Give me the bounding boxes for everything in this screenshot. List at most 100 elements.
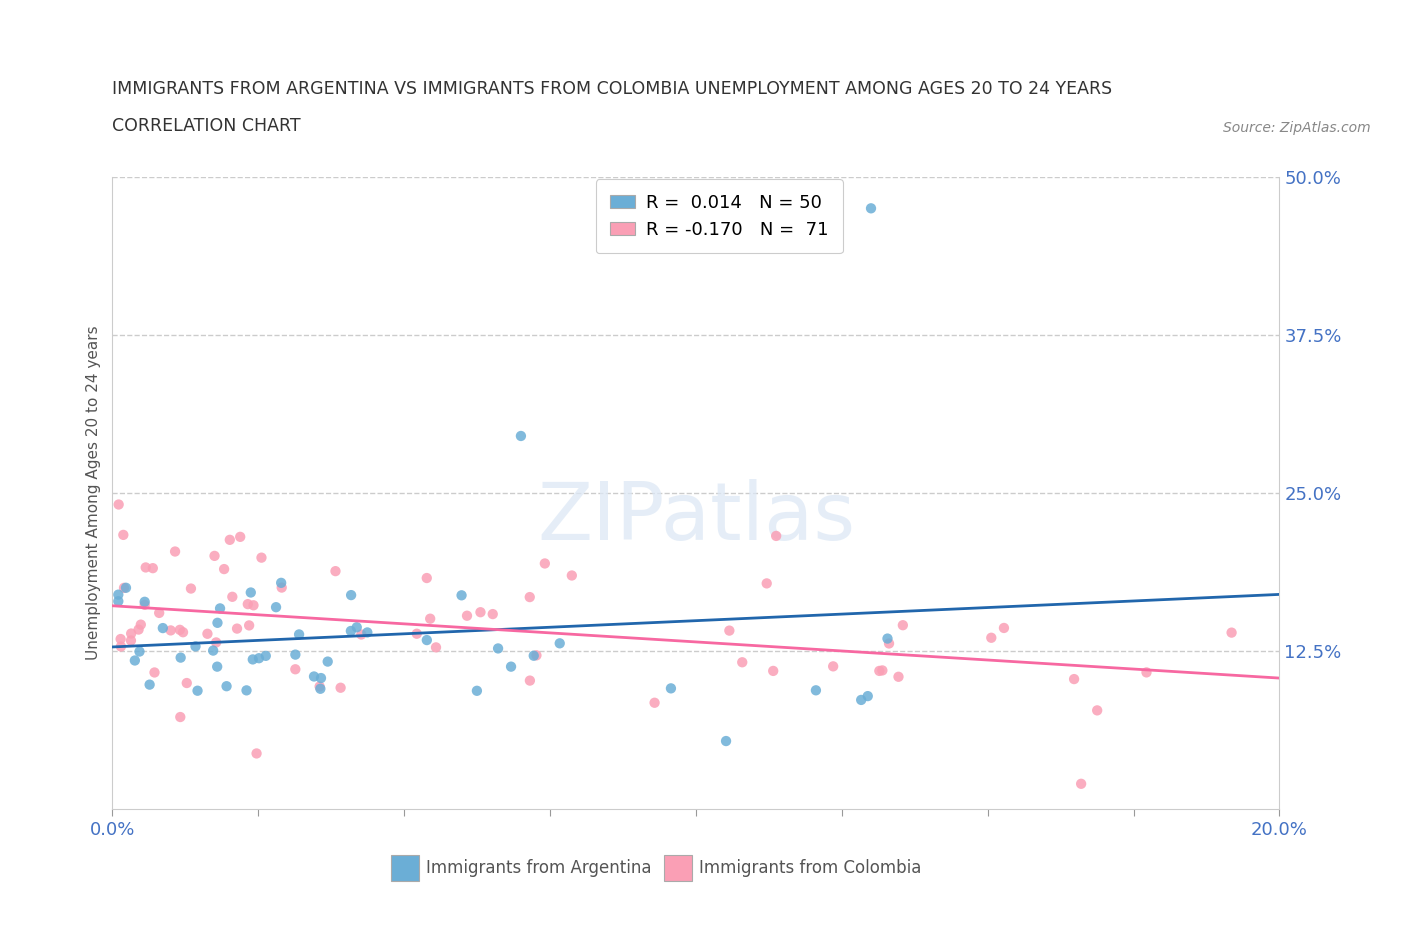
Point bbox=[172, 625, 194, 640]
Point bbox=[250, 551, 273, 565]
Point bbox=[180, 581, 202, 596]
Point bbox=[731, 655, 754, 670]
Point bbox=[302, 669, 325, 684]
Point bbox=[169, 710, 191, 724]
Point bbox=[499, 659, 522, 674]
Point bbox=[270, 580, 292, 595]
Point bbox=[205, 635, 228, 650]
Point bbox=[204, 549, 226, 564]
Point bbox=[247, 651, 270, 666]
Point bbox=[284, 662, 307, 677]
Text: IMMIGRANTS FROM ARGENTINA VS IMMIGRANTS FROM COLOMBIA UNEMPLOYMENT AMONG AGES 20: IMMIGRANTS FROM ARGENTINA VS IMMIGRANTS … bbox=[112, 80, 1112, 98]
Point bbox=[152, 620, 174, 635]
Point bbox=[308, 679, 330, 694]
Point bbox=[876, 631, 898, 646]
Point bbox=[242, 598, 264, 613]
Point bbox=[887, 670, 910, 684]
Point bbox=[891, 618, 914, 632]
Point bbox=[202, 644, 225, 658]
Point bbox=[340, 588, 363, 603]
Point bbox=[112, 527, 135, 542]
Point bbox=[419, 611, 441, 626]
Point bbox=[270, 576, 292, 591]
Point bbox=[523, 648, 546, 663]
Point bbox=[425, 640, 447, 655]
Point bbox=[859, 201, 883, 216]
Point bbox=[176, 675, 198, 690]
Point bbox=[350, 627, 373, 642]
Point bbox=[107, 593, 129, 608]
Point bbox=[236, 597, 259, 612]
Point bbox=[169, 622, 191, 637]
Point bbox=[309, 671, 332, 685]
Point bbox=[405, 626, 427, 641]
Point bbox=[450, 588, 472, 603]
Point bbox=[218, 532, 240, 547]
Point bbox=[718, 623, 741, 638]
Point bbox=[120, 626, 142, 641]
Point bbox=[804, 683, 827, 698]
Point bbox=[534, 556, 557, 571]
Point bbox=[215, 679, 238, 694]
Point bbox=[142, 561, 165, 576]
Point bbox=[245, 746, 267, 761]
Point bbox=[416, 571, 439, 586]
Point bbox=[134, 594, 156, 609]
Point bbox=[288, 627, 311, 642]
Point bbox=[107, 497, 129, 512]
Point bbox=[526, 648, 548, 663]
Point bbox=[1063, 671, 1085, 686]
Point bbox=[856, 689, 879, 704]
Point bbox=[356, 625, 378, 640]
Point bbox=[165, 544, 187, 559]
Point bbox=[993, 620, 1015, 635]
Point bbox=[128, 622, 150, 637]
Point bbox=[481, 606, 503, 621]
Point bbox=[129, 618, 152, 632]
Point bbox=[205, 659, 228, 674]
Point bbox=[851, 693, 873, 708]
Point bbox=[519, 673, 541, 688]
Point bbox=[264, 600, 287, 615]
Point bbox=[238, 618, 260, 632]
Point bbox=[221, 590, 243, 604]
Point bbox=[239, 585, 262, 600]
Point bbox=[135, 560, 157, 575]
Legend: R =  0.014   N = 50, R = -0.170   N =  71: R = 0.014 N = 50, R = -0.170 N = 71 bbox=[596, 179, 844, 253]
Text: Immigrants from Colombia: Immigrants from Colombia bbox=[699, 858, 921, 877]
Point bbox=[416, 632, 439, 647]
Point bbox=[212, 562, 235, 577]
Point bbox=[110, 639, 132, 654]
Point bbox=[159, 623, 181, 638]
Point bbox=[284, 647, 307, 662]
Point bbox=[138, 677, 160, 692]
Point bbox=[456, 608, 478, 623]
Point bbox=[548, 636, 571, 651]
Point bbox=[659, 681, 682, 696]
Point bbox=[184, 639, 207, 654]
Point bbox=[186, 684, 208, 698]
Point bbox=[765, 528, 787, 543]
Point bbox=[197, 626, 219, 641]
Point bbox=[486, 641, 509, 656]
Point bbox=[877, 636, 900, 651]
Point bbox=[207, 616, 229, 631]
Bar bbox=[664, 855, 692, 881]
Point bbox=[124, 653, 146, 668]
Point bbox=[120, 633, 142, 648]
Point bbox=[242, 652, 264, 667]
Point bbox=[107, 587, 129, 602]
Text: Source: ZipAtlas.com: Source: ZipAtlas.com bbox=[1223, 121, 1371, 135]
Point bbox=[110, 631, 132, 646]
Point bbox=[115, 580, 138, 595]
Point bbox=[226, 621, 249, 636]
Point bbox=[762, 663, 785, 678]
Point bbox=[470, 604, 492, 619]
Point bbox=[209, 601, 232, 616]
Point bbox=[980, 631, 1002, 645]
Bar bbox=[391, 855, 419, 881]
Point bbox=[254, 648, 277, 663]
Point bbox=[714, 734, 737, 749]
Point bbox=[1085, 703, 1108, 718]
Text: Immigrants from Argentina: Immigrants from Argentina bbox=[426, 858, 651, 877]
